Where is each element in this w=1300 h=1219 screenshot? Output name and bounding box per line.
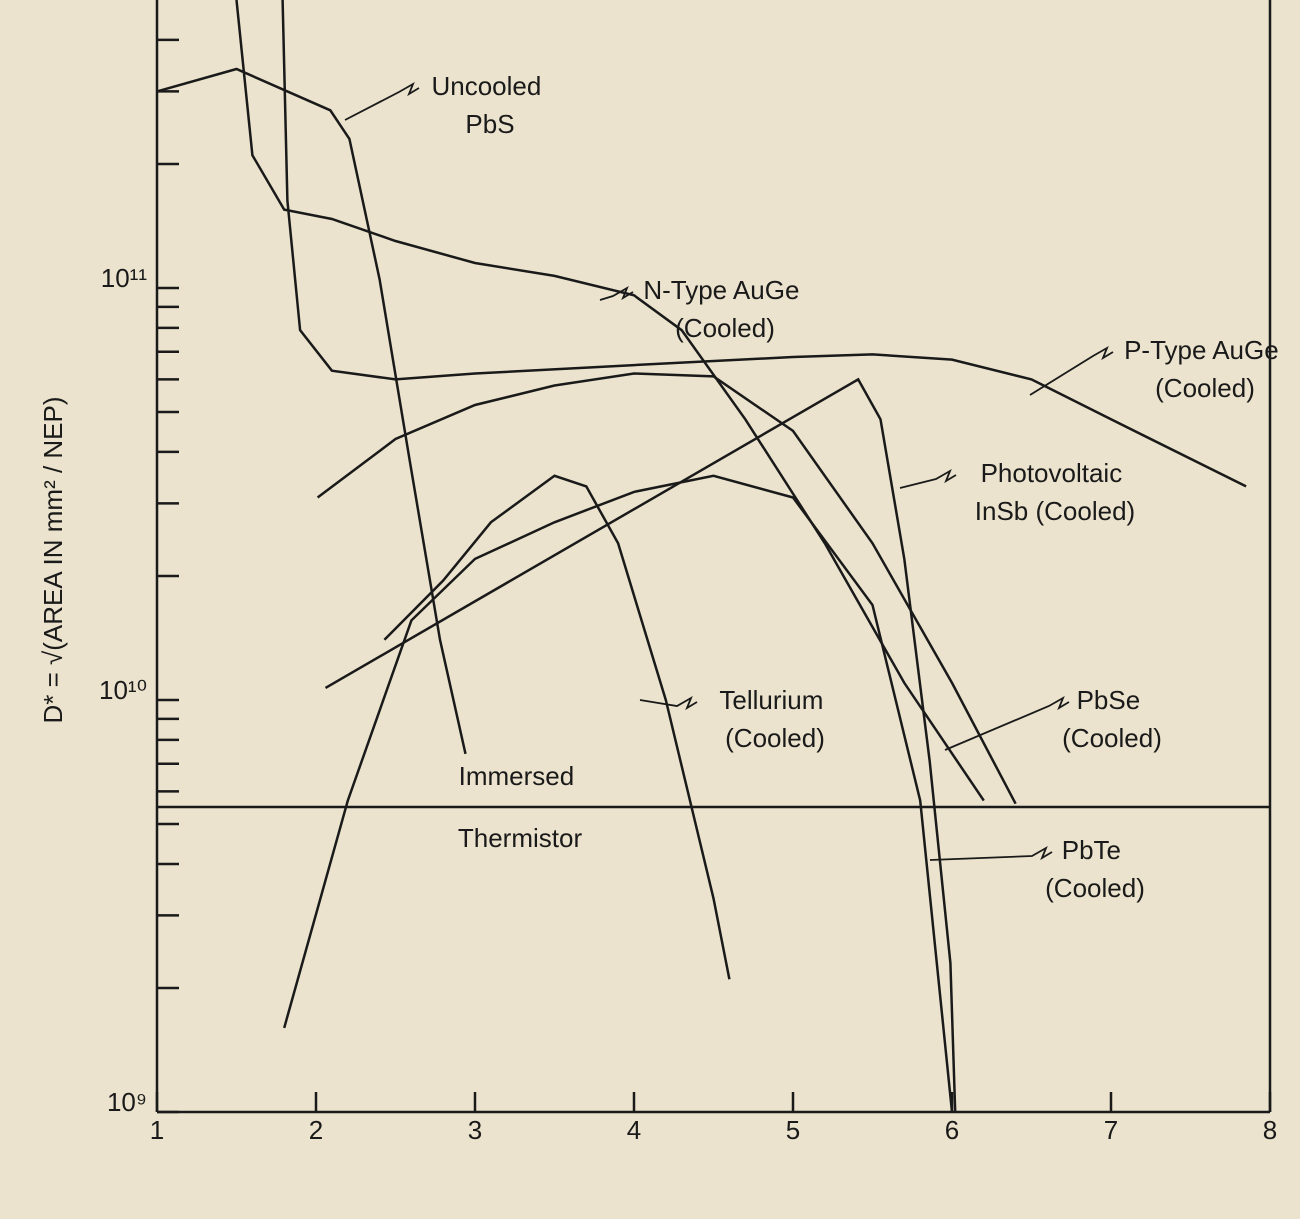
series-line — [282, 474, 954, 1113]
label-pointer — [344, 81, 420, 121]
series-label: PbSe (Cooled) — [1062, 685, 1162, 753]
x-tick-label: 7 — [1104, 1115, 1118, 1145]
label-pointer — [899, 468, 957, 489]
x-tick-label: 2 — [309, 1115, 323, 1145]
series-label: Photovoltaic InSb (Cooled) — [975, 458, 1135, 526]
label-pointer — [1029, 345, 1114, 396]
y-axis-label: D* = √(AREA IN mm² / NEP) — [38, 396, 68, 723]
series-line — [281, 0, 1247, 488]
label-pointer — [929, 845, 1053, 861]
x-tick-label: 1 — [150, 1115, 164, 1145]
x-tick-label: 5 — [786, 1115, 800, 1145]
series-label: PbTe (Cooled) — [1045, 835, 1145, 903]
series-label: Tellurium (Cooled) — [719, 685, 830, 753]
series-line — [324, 377, 957, 1113]
series-line — [235, 0, 985, 802]
series-line — [156, 67, 467, 755]
y-tick-label: 10¹⁰ — [99, 675, 147, 705]
label-pointer — [944, 695, 1070, 751]
y-tick-label: 10⁹ — [107, 1087, 147, 1117]
series-label: N-Type AuGe (Cooled) — [643, 275, 806, 343]
x-tick-label: 8 — [1263, 1115, 1277, 1145]
x-tick-label: 3 — [468, 1115, 482, 1145]
series-line — [316, 372, 1017, 805]
series-label: P-Type AuGe (Cooled) — [1124, 335, 1286, 403]
series-label: Immersed Thermistor — [458, 761, 583, 853]
x-tick-label: 6 — [945, 1115, 959, 1145]
series-label: Uncooled PbS — [431, 71, 548, 139]
label-pointer — [599, 285, 634, 301]
x-tick-label: 4 — [627, 1115, 641, 1145]
label-pointer — [639, 695, 698, 711]
y-tick-label: 10¹¹ — [101, 263, 148, 293]
series-line — [383, 474, 731, 980]
